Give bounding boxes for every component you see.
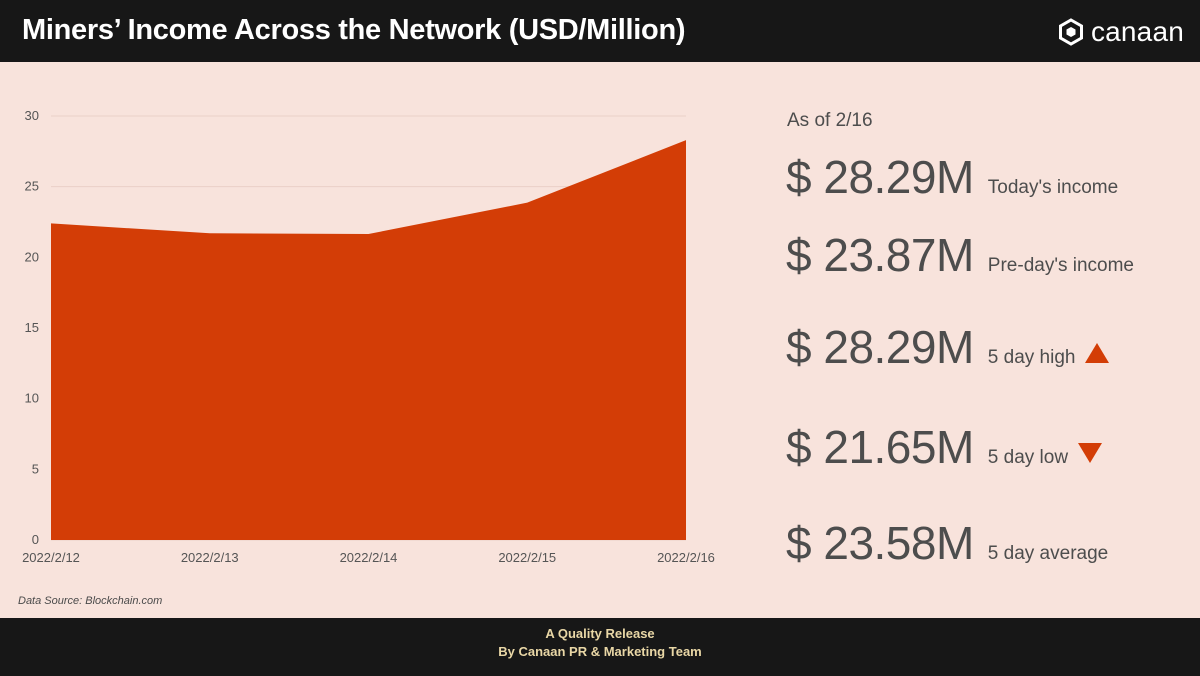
y-tick-label: 0: [32, 532, 39, 547]
stat-label: 5 day average: [987, 543, 1109, 564]
stat-5-day-average: $ 23.58M 5 day average: [786, 516, 1108, 570]
x-tick-label: 2022/2/16: [657, 550, 715, 565]
page-title: Miners’ Income Across the Network (USD/M…: [22, 14, 686, 46]
stat-label: 5 day high: [987, 347, 1076, 368]
y-tick-label: 20: [25, 249, 39, 264]
footer-line-1: A Quality Release: [545, 626, 655, 641]
income-area-chart: 0 5 10 15 20 25 30 2022/2/12 2022/2/13 2022/2/14…: [22, 108, 715, 565]
income-area: [51, 140, 686, 540]
canaan-hexagon-logo-icon: [1058, 18, 1083, 46]
brand-name: canaan: [1090, 16, 1184, 47]
stat-5-day-high: $ 28.29M 5 day high: [786, 320, 1110, 374]
stat-preday-income: $ 23.87M Pre-day's income: [786, 228, 1134, 282]
content-panel: 0 5 10 15 20 25 30 2022/2/12 2022/2/13 2022/2/14…: [0, 62, 1200, 618]
stat-value: $ 23.87M: [786, 229, 974, 281]
y-tick-label: 15: [25, 320, 39, 335]
stat-value: $ 23.58M: [786, 517, 974, 569]
stat-value: $ 28.29M: [786, 151, 974, 203]
stat-label: Today's income: [987, 177, 1119, 198]
y-tick-label: 5: [32, 461, 39, 476]
stat-label: 5 day low: [987, 447, 1069, 468]
x-tick-label: 2022/2/15: [498, 550, 556, 565]
header-bar: Miners’ Income Across the Network (USD/M…: [0, 0, 1200, 62]
chart-area-series: [50, 140, 687, 540]
x-tick-label: 2022/2/12: [22, 550, 80, 565]
footer-bar: A Quality Release By Canaan PR & Marketi…: [0, 618, 1200, 676]
stat-label: Pre-day's income: [987, 255, 1134, 276]
data-source-note: Data Source: Blockchain.com: [18, 595, 163, 607]
brand-logo: canaan: [1057, 16, 1184, 48]
footer-line-2: By Canaan PR & Marketing Team: [498, 644, 702, 659]
as-of-date: As of 2/16: [787, 110, 873, 131]
stat-value: $ 21.65M: [786, 421, 974, 473]
y-tick-label: 10: [25, 391, 39, 406]
stat-todays-income: $ 28.29M Today's income: [786, 150, 1118, 204]
y-axis-ticks: 0 5 10 15 20 25 30: [25, 108, 39, 547]
y-tick-label: 25: [25, 179, 39, 194]
x-tick-label: 2022/2/14: [340, 550, 398, 565]
stat-value: $ 28.29M: [786, 321, 974, 373]
triangle-down-icon: [1078, 443, 1103, 463]
triangle-up-icon: [1085, 343, 1110, 363]
y-tick-label: 30: [25, 108, 39, 123]
x-axis-ticks: 2022/2/12 2022/2/13 2022/2/14 2022/2/15 2022…: [22, 550, 715, 565]
stat-5-day-low: $ 21.65M 5 day low: [786, 420, 1103, 474]
x-tick-label: 2022/2/13: [181, 550, 239, 565]
